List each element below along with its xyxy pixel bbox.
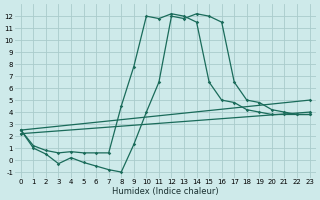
X-axis label: Humidex (Indice chaleur): Humidex (Indice chaleur) [112, 187, 219, 196]
